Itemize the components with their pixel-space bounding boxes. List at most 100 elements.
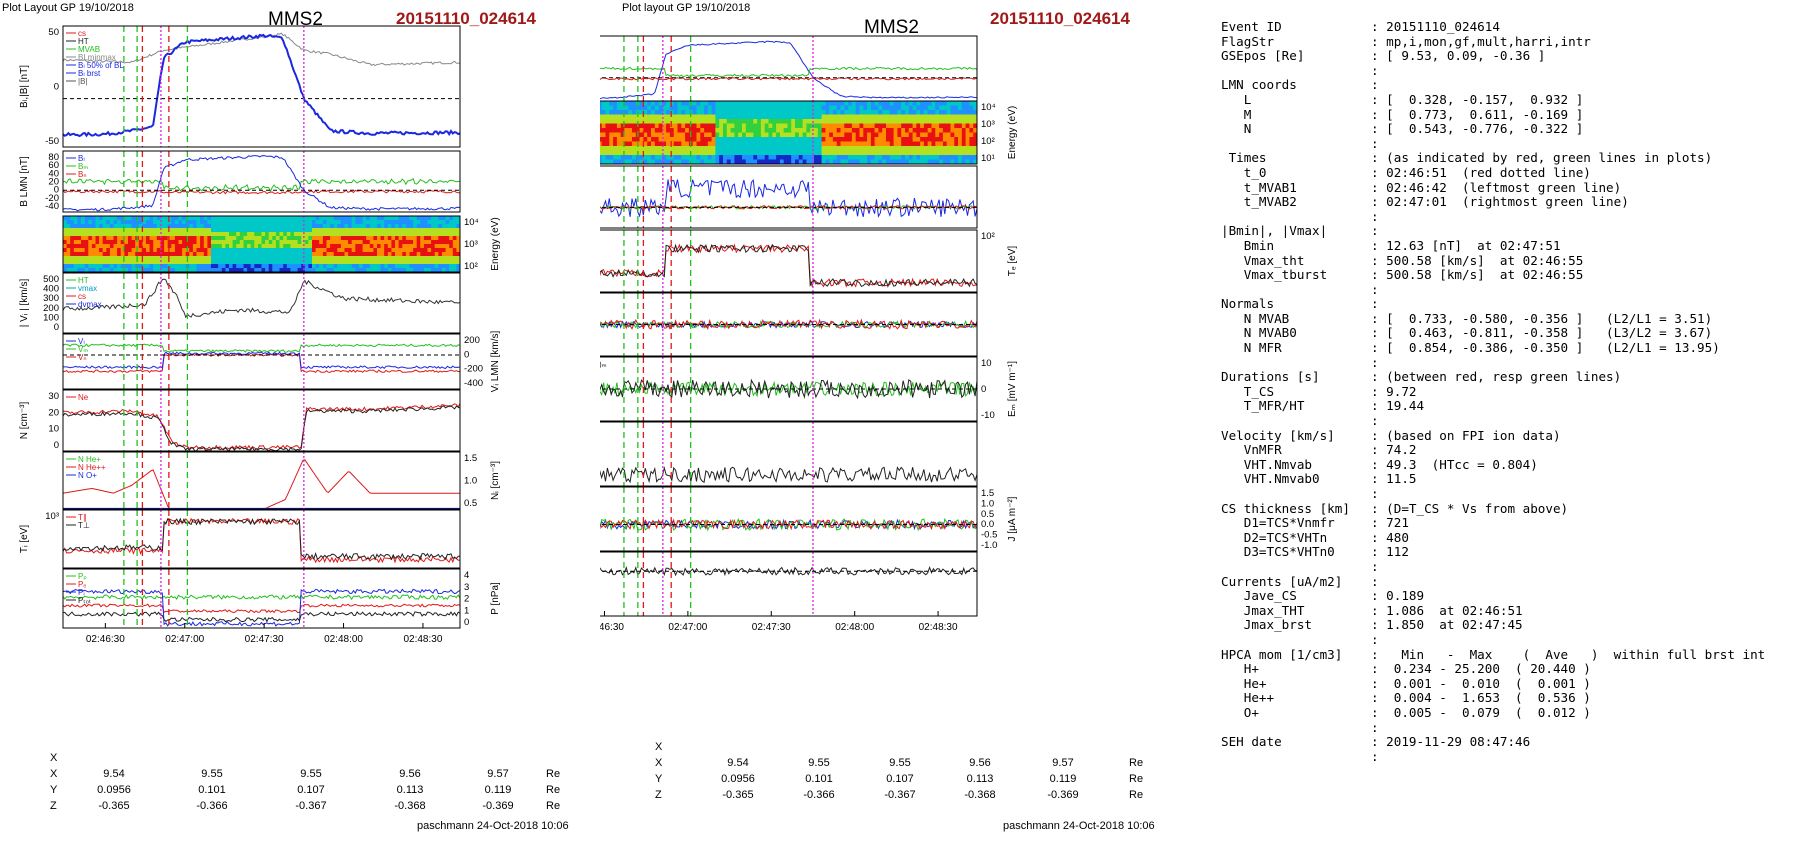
- left-spec-cell: [409, 236, 414, 241]
- left-spec-cell: [377, 256, 382, 261]
- right-spec-cell: [601, 159, 606, 165]
- right-spec-cell: [616, 132, 622, 138]
- left-spec-cell: [373, 256, 378, 261]
- left-spec-cell: [174, 228, 179, 233]
- right-spec-cell: [745, 123, 751, 129]
- left-spec-cell: [405, 236, 410, 241]
- left-spec-cell: [315, 256, 320, 261]
- right-spec-cell: [863, 119, 868, 124]
- right-spec-cell: [787, 128, 792, 133]
- right-spec-cell: [863, 128, 868, 133]
- left-spec-cell: [326, 220, 331, 225]
- info-key: N MVAB: [1221, 310, 1290, 326]
- left-spec-cell: [452, 260, 457, 265]
- right-spec-cell: [870, 105, 876, 111]
- right-spec-cell: [840, 101, 845, 106]
- left-spec-cell: [247, 228, 252, 233]
- left-spec-cell: [203, 240, 208, 245]
- right-spec-cell: [719, 155, 724, 160]
- right-spec-cell: [882, 141, 887, 147]
- left-spec-cell: [420, 248, 425, 253]
- left-spec-cell: [362, 252, 367, 257]
- left-spec-cell: [178, 268, 183, 273]
- left-spec-cell: [326, 244, 331, 249]
- right-spec-cell: [662, 105, 667, 111]
- right-spec-cell: [901, 132, 906, 138]
- right-spec-cell: [969, 119, 974, 124]
- left-spec-cell: [445, 216, 450, 221]
- left-spec-cell: [109, 232, 114, 237]
- right-spec-cell: [867, 146, 872, 151]
- left-spec-cell: [73, 228, 78, 233]
- right-spec-cell: [946, 150, 951, 156]
- left-p2-legend-2: Bₙ: [78, 170, 87, 179]
- right-spec-cell: [613, 150, 618, 156]
- left-p9-legend-3: Pₜₒₜ: [78, 596, 91, 605]
- right-r8-ylabel: J [μA m⁻²]: [1007, 496, 1018, 541]
- left-spec-cell: [438, 252, 443, 257]
- right-spec-cell: [874, 150, 879, 156]
- right-spec-cell: [669, 128, 675, 133]
- right-time-label-4: 02:48:30: [919, 622, 958, 633]
- right-spec-cell: [931, 159, 936, 165]
- left-spec-cell: [265, 228, 270, 233]
- left-spec-cell: [409, 240, 414, 245]
- right-spec-cell: [700, 101, 705, 106]
- right-spec-cell: [802, 132, 807, 138]
- right-spec-cell: [620, 159, 625, 165]
- left-spec-cell: [308, 260, 313, 265]
- right-spec-cell: [742, 137, 747, 142]
- left-spec-cell: [431, 264, 436, 269]
- right-spec-cell: [939, 141, 944, 147]
- left-spec-cell: [449, 240, 454, 245]
- right-spec-cell: [719, 101, 724, 106]
- left-spec-cell: [449, 220, 454, 225]
- left-spec-cell: [416, 252, 421, 257]
- right-r2-ylabel: Energy (eV): [1007, 106, 1018, 159]
- left-spec-cell: [221, 268, 226, 273]
- left-spec-cell: [120, 268, 125, 273]
- right-spec-cell: [882, 150, 887, 156]
- right-r2-tick-3: 10¹: [981, 153, 995, 164]
- left-spec-cell: [355, 260, 360, 265]
- right-spec-cell: [958, 128, 963, 133]
- left-spec-cell: [402, 256, 407, 261]
- left-spec-cell: [153, 220, 158, 225]
- right-spec-cell: [745, 101, 751, 106]
- left-spec-cell: [196, 252, 201, 257]
- left-spec-cell: [84, 228, 89, 233]
- left-spec-cell: [380, 252, 385, 257]
- right-spec-cell: [901, 137, 906, 142]
- info-value: : 02:47:01 (rightmost green line): [1371, 194, 1629, 210]
- right-spec-cell: [939, 114, 944, 120]
- left-spec-cell: [456, 256, 461, 261]
- right-spec-cell: [730, 119, 735, 124]
- left-spec-cell: [315, 224, 320, 229]
- left-spec-cell: [268, 244, 273, 249]
- left-spec-cell: [192, 240, 197, 245]
- left-spec-cell: [265, 244, 270, 249]
- left-p6-series-0: [63, 403, 461, 451]
- left-spec-cell: [333, 252, 338, 257]
- left-spec-cell: [185, 220, 190, 225]
- right-spec-cell: [908, 141, 914, 147]
- left-spec-cell: [369, 248, 374, 253]
- right-spec-cell: [935, 114, 940, 120]
- right-spec-cell: [867, 137, 872, 142]
- right-spec-cell: [939, 137, 944, 142]
- left-spec-cell: [369, 264, 374, 269]
- left-spec-cell: [182, 224, 187, 229]
- left-spec-cell: [218, 224, 223, 229]
- right-spec-cell: [889, 119, 895, 124]
- right-spec-cell: [939, 155, 944, 160]
- left-spec-cell: [413, 216, 418, 221]
- right-spec-cell: [704, 101, 709, 106]
- right-spec-cell: [783, 119, 788, 124]
- left-spec-cell: [156, 244, 161, 249]
- info-value: : 0.004 - 1.653 ( 0.536 ): [1371, 690, 1591, 706]
- left-spec-cell: [366, 220, 371, 225]
- right-spec-cell: [662, 155, 667, 160]
- right-spec-cell: [605, 101, 610, 106]
- left-spec-cell: [225, 248, 230, 253]
